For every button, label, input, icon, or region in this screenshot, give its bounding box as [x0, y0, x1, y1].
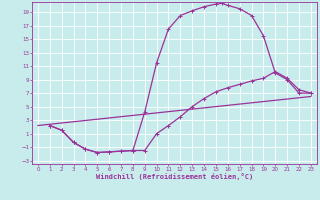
X-axis label: Windchill (Refroidissement éolien,°C): Windchill (Refroidissement éolien,°C) — [96, 173, 253, 180]
